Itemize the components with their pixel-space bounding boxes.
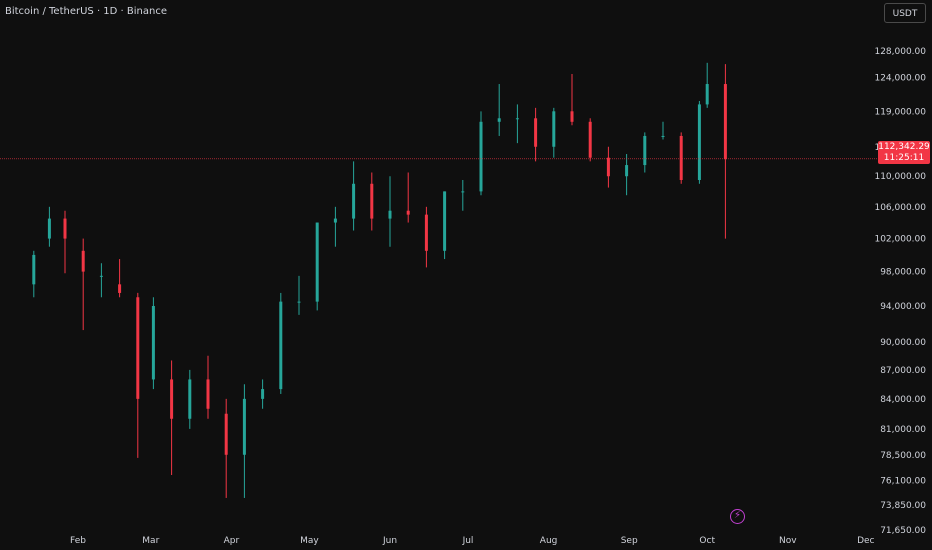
x-tick-label-6: Aug xyxy=(540,536,558,546)
candle-body-8[interactable] xyxy=(170,379,174,419)
y-tick-label-14: 76,100.00 xyxy=(880,476,926,486)
candle-countdown: 11:25:11 xyxy=(883,153,925,163)
candle-body-31[interactable] xyxy=(588,121,592,158)
candle-body-21[interactable] xyxy=(406,210,410,215)
candle-body-3[interactable] xyxy=(81,250,85,272)
candle-body-14[interactable] xyxy=(279,301,283,390)
candle-body-26[interactable] xyxy=(497,118,501,122)
candle-body-39[interactable] xyxy=(723,84,727,160)
y-tick-label-2: 119,000.00 xyxy=(874,107,926,117)
candle-body-22[interactable] xyxy=(424,214,428,251)
y-tick-label-1: 124,000.00 xyxy=(874,73,926,83)
candle-body-34[interactable] xyxy=(643,135,647,166)
x-tick-label-2: Apr xyxy=(224,536,240,546)
x-tick-label-9: Nov xyxy=(779,536,797,546)
candles-layer xyxy=(32,62,727,498)
y-tick-label-0: 128,000.00 xyxy=(874,47,926,57)
candle-body-4[interactable] xyxy=(99,275,103,277)
chart-title: Bitcoin / TetherUS · 1D · Binance xyxy=(5,6,167,17)
candle-body-10[interactable] xyxy=(206,379,210,409)
y-tick-label-11: 84,000.00 xyxy=(880,395,926,405)
candle-body-0[interactable] xyxy=(32,254,36,285)
candle-body-12[interactable] xyxy=(242,398,246,455)
x-tick-label-3: May xyxy=(300,536,319,546)
last-price-value: 112,342.29 xyxy=(878,142,930,152)
y-tick-label-16: 71,650.00 xyxy=(880,526,926,536)
y-tick-label-9: 90,000.00 xyxy=(880,338,926,348)
y-tick-label-8: 94,000.00 xyxy=(880,302,926,312)
y-tick-label-15: 73,850.00 xyxy=(880,501,926,511)
candle-body-27[interactable] xyxy=(515,118,519,120)
x-tick-label-7: Sep xyxy=(621,536,638,546)
candle-body-33[interactable] xyxy=(625,165,629,177)
currency-button[interactable]: USDT xyxy=(884,3,926,23)
candle-body-19[interactable] xyxy=(370,183,374,219)
lightning-icon[interactable]: ⚡ xyxy=(730,509,745,524)
y-tick-label-5: 106,000.00 xyxy=(874,203,926,213)
x-tick-label-4: Jun xyxy=(382,536,397,546)
candle-body-28[interactable] xyxy=(534,118,538,147)
candle-body-15[interactable] xyxy=(297,301,301,303)
y-tick-label-13: 78,500.00 xyxy=(880,451,926,461)
candle-body-29[interactable] xyxy=(552,111,556,147)
y-tick-label-12: 81,000.00 xyxy=(880,425,926,435)
candle-body-35[interactable] xyxy=(661,135,665,137)
candle-body-18[interactable] xyxy=(352,183,356,219)
x-tick-label-5: Jul xyxy=(462,536,474,546)
candle-body-9[interactable] xyxy=(188,379,192,419)
candle-body-7[interactable] xyxy=(151,306,155,380)
candle-body-38[interactable] xyxy=(705,84,709,105)
candle-body-36[interactable] xyxy=(679,135,683,181)
candle-body-37[interactable] xyxy=(697,104,701,181)
candle-body-20[interactable] xyxy=(388,210,392,219)
y-tick-label-6: 102,000.00 xyxy=(874,235,926,245)
candle-body-2[interactable] xyxy=(63,218,67,239)
y-tick-label-4: 110,000.00 xyxy=(874,172,926,182)
x-tick-label-10: Dec xyxy=(857,536,874,546)
last-price-tag: 112,342.29 11:25:11 xyxy=(878,141,930,164)
candle-body-32[interactable] xyxy=(606,157,610,177)
candle-body-24[interactable] xyxy=(461,191,465,193)
y-axis[interactable]: 128,000.00124,000.00119,000.00114,000.00… xyxy=(874,47,926,536)
x-tick-label-1: Mar xyxy=(142,536,159,546)
candle-body-25[interactable] xyxy=(479,121,483,192)
candle-body-1[interactable] xyxy=(47,218,51,239)
candle-body-5[interactable] xyxy=(118,284,122,293)
x-axis[interactable]: Feb Mar Apr May Jun Jul Aug Sep Oct Nov Dec xyxy=(70,536,875,546)
x-tick-label-0: Feb xyxy=(70,536,86,546)
candle-body-30[interactable] xyxy=(570,111,574,122)
candle-body-6[interactable] xyxy=(136,297,140,399)
candle-body-16[interactable] xyxy=(315,222,319,302)
candle-body-17[interactable] xyxy=(333,218,337,223)
y-tick-label-10: 87,000.00 xyxy=(880,366,926,376)
candle-body-13[interactable] xyxy=(261,389,265,399)
y-tick-label-7: 98,000.00 xyxy=(880,268,926,278)
candle-body-11[interactable] xyxy=(224,413,228,455)
candle-body-23[interactable] xyxy=(443,191,447,251)
x-tick-label-8: Oct xyxy=(699,536,715,546)
